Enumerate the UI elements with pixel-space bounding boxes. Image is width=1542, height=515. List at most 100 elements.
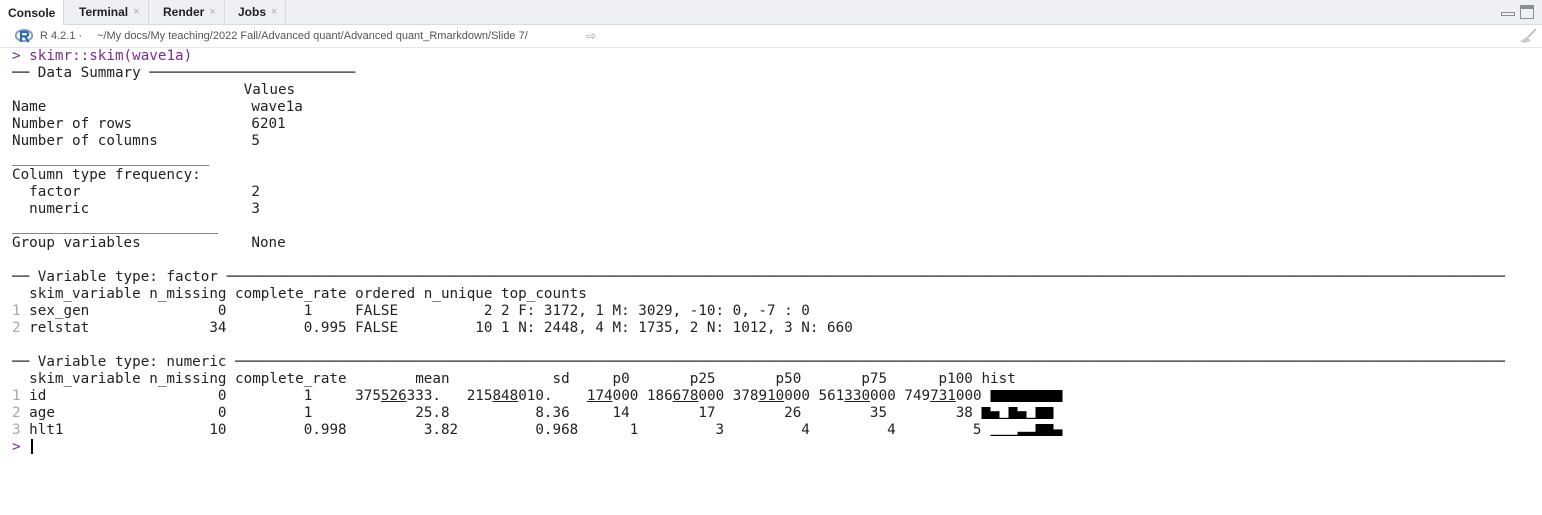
histogram-bar: [1053, 429, 1063, 436]
histogram-bar: [1026, 417, 1036, 419]
histogram-bar: [990, 390, 1000, 402]
tab-render[interactable]: Render ×: [155, 0, 225, 24]
numeric-row-age: 2 age 0 1 25.8 8.36 14 17 26 35 38: [12, 405, 1537, 422]
summary-label: Number of rows: [12, 116, 133, 132]
digit-group: 330: [844, 388, 871, 404]
tab-jobs[interactable]: Jobs ×: [230, 0, 287, 24]
histogram-bar: [1053, 390, 1063, 402]
r-logo-icon: [15, 29, 33, 43]
type-label: numeric: [12, 201, 90, 217]
type-row-factor: factor 2: [12, 184, 1537, 201]
close-icon[interactable]: ×: [133, 6, 140, 18]
tab-console-label: Console: [8, 5, 56, 20]
row-text: id 0 1 375: [20, 388, 381, 404]
summary-value: 6201: [251, 116, 286, 132]
summary-label: Name: [12, 99, 47, 115]
row-text: 000 749: [870, 388, 931, 404]
text-cursor: [31, 439, 33, 454]
histogram-bar: [981, 407, 991, 419]
digit-group: 174: [586, 388, 613, 404]
path-separator: ·: [75, 30, 83, 42]
separator-line: ________________________: [12, 218, 218, 234]
summary-label: Number of columns: [12, 133, 158, 149]
histogram-bar: [1026, 390, 1036, 402]
factor-row-text: relstat 34 0.995 FALSE 10 1 N: 2448, 4 M…: [20, 320, 853, 336]
histogram-bar: [999, 417, 1009, 419]
numeric-column-headers: skim_variable n_missing complete_rate me…: [12, 371, 1016, 387]
input-line[interactable]: >: [12, 439, 1537, 456]
tab-console[interactable]: Console: [0, 0, 65, 25]
factor-row-text: sex_gen 0 1 FALSE 2 2 F: 3172, 1 M: 3029…: [20, 303, 810, 319]
sparkline-histogram: [990, 424, 1063, 436]
numeric-row-hlt1: 3 hlt1 10 0.998 3.82 0.968 1 3 4 4 5: [12, 422, 1537, 439]
histogram-bar: [1035, 390, 1045, 402]
type-value: 3: [251, 201, 260, 217]
row-text: hlt1 10 0.998 3.82 0.968 1 3 4 4 5: [20, 422, 991, 438]
row-text: 333. 215: [406, 388, 493, 404]
console-path-bar: R 4.2.1 · ~/My docs/My teaching/2022 Fal…: [0, 25, 1542, 48]
summary-value: wave1a: [251, 99, 303, 115]
tab-render-label: Render: [163, 5, 205, 19]
prompt: >: [12, 48, 30, 64]
row-text: 000 186: [612, 388, 673, 404]
command-line: > skimr::skim(wave1a): [12, 48, 1537, 65]
histogram-bar: [1008, 407, 1018, 419]
numeric-section-header: ── Variable type: numeric ──────────────…: [12, 354, 1505, 370]
console-output[interactable]: > skimr::skim(wave1a) ── Data Summary ──…: [12, 48, 1537, 456]
minimize-pane-icon[interactable]: [1501, 12, 1515, 16]
type-value: 2: [251, 184, 260, 200]
group-value: None: [251, 235, 286, 251]
close-icon[interactable]: ×: [271, 6, 278, 18]
command-text: skimr::skim(wave1a): [29, 48, 193, 64]
pane-tab-bar: Console Terminal × Render × Jobs ×: [0, 0, 1542, 25]
histogram-bar: [1026, 431, 1036, 436]
type-row-numeric: numeric 3: [12, 201, 1537, 218]
tab-jobs-label: Jobs: [238, 5, 267, 19]
maximize-pane-icon[interactable]: [1520, 5, 1534, 19]
factor-section-header: ── Variable type: factor ───────────────…: [12, 269, 1505, 285]
histogram-bar: [1035, 407, 1045, 419]
tab-terminal-label: Terminal: [79, 5, 129, 19]
close-icon[interactable]: ×: [209, 6, 216, 18]
row-text: 000 378: [698, 388, 759, 404]
summary-value: 5: [251, 133, 260, 149]
digit-group: 731: [930, 388, 956, 404]
blank-line: [12, 252, 1537, 269]
histogram-bar: [999, 390, 1009, 402]
row-text: 010.: [518, 388, 587, 404]
summary-row-name: Name wave1a: [12, 99, 1537, 116]
histogram-bar: [1008, 390, 1018, 402]
column-type-frequency-label: Column type frequency:: [12, 167, 201, 183]
tab-terminal[interactable]: Terminal ×: [71, 0, 149, 24]
histogram-bar: [1035, 424, 1045, 436]
histogram-bar: [990, 411, 1000, 419]
histogram-bar: [990, 434, 1000, 436]
histogram-bar: [1044, 390, 1054, 402]
r-version-text: R 4.2.1: [40, 30, 76, 42]
row-text: 000 561: [784, 388, 845, 404]
histogram-bar: [1017, 390, 1027, 402]
row-number: 3: [12, 422, 21, 438]
group-label: Group variables: [12, 235, 141, 251]
go-to-directory-icon[interactable]: ⇨: [586, 29, 597, 43]
factor-column-headers: skim_variable n_missing complete_rate or…: [12, 286, 587, 302]
separator-line: _______________________: [12, 150, 210, 166]
group-variables-row: Group variables None: [12, 235, 1537, 252]
factor-row: 1 sex_gen 0 1 FALSE 2 2 F: 3172, 1 M: 30…: [12, 303, 1537, 320]
histogram-bar: [1008, 434, 1018, 436]
row-number: 1: [12, 388, 21, 404]
histogram-bar: [999, 434, 1009, 436]
summary-row-rows: Number of rows 6201: [12, 116, 1537, 133]
summary-row-columns: Number of columns 5: [12, 133, 1537, 150]
type-label: factor: [12, 184, 81, 200]
sparkline-histogram: [990, 390, 1063, 402]
histogram-bar: [1017, 431, 1027, 436]
digit-group: 678: [672, 388, 699, 404]
digit-group: 526: [380, 388, 407, 404]
histogram-bar: [1017, 411, 1027, 419]
factor-row: 2 relstat 34 0.995 FALSE 10 1 N: 2448, 4…: [12, 320, 1537, 337]
prompt: >: [12, 439, 30, 455]
row-text: age 0 1 25.8 8.36 14 17 26 35 38: [20, 405, 982, 421]
digit-group: 848: [492, 388, 519, 404]
clear-console-broom-icon[interactable]: [1518, 28, 1538, 44]
